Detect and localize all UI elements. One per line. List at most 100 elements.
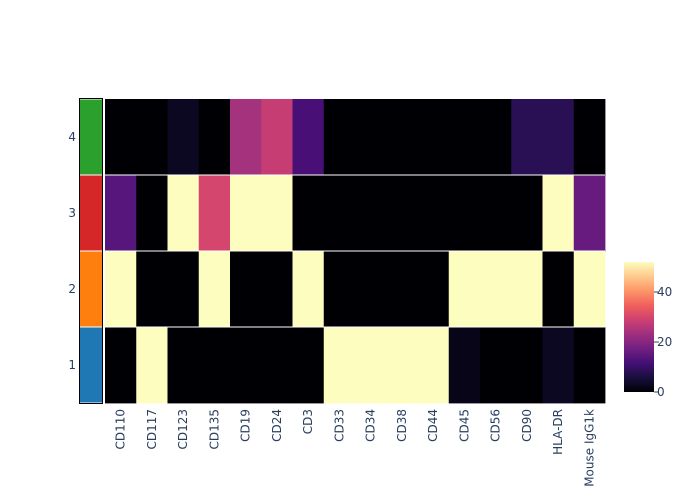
heatmap-cell (292, 327, 325, 404)
row-group-bar (79, 98, 103, 404)
heatmap-cell (355, 175, 387, 252)
heatmap-cell (511, 175, 543, 252)
x-tick-label: Mouse IgG1k (582, 409, 596, 487)
x-tick-label: CD44 (426, 409, 440, 442)
x-tick-label: CD123 (176, 409, 190, 450)
heatmap-cell (261, 99, 293, 176)
y-tick-label: 1 (68, 358, 76, 372)
y-tick-label: 2 (68, 282, 76, 296)
heatmap-cell (355, 251, 387, 328)
heatmap-cell (198, 99, 231, 176)
heatmap-cell (105, 99, 137, 176)
x-tick-label: CD135 (207, 409, 221, 450)
x-tick-label: CD3 (301, 409, 315, 434)
heatmap-cell (511, 99, 543, 176)
heatmap-cell (448, 99, 481, 176)
heatmap-cell (386, 175, 418, 252)
x-tick-label: CD110 (114, 409, 128, 450)
heatmap-cell (573, 175, 606, 252)
heatmap-cell (292, 251, 325, 328)
heatmap-cell (386, 99, 418, 176)
heatmap-cell (230, 327, 262, 404)
x-tick-label: CD117 (145, 409, 159, 450)
heatmap-cells (105, 99, 606, 404)
y-axis-ticks: 1 2 3 4 (68, 130, 76, 372)
heatmap-cell (323, 251, 356, 328)
heatmap-cell (261, 175, 293, 252)
x-tick-label: CD19 (239, 409, 253, 442)
colorbar-tick-label: 40 (657, 285, 672, 299)
heatmap-cell (261, 327, 293, 404)
heatmap-cell (573, 327, 606, 404)
heatmap-cell (542, 99, 575, 176)
x-tick-label: CD90 (520, 409, 534, 442)
x-axis-ticks: CD110 CD117 CD123 CD135 CD19 CD24 CD3 CD33 CD34 C… (114, 409, 597, 487)
heatmap-cell (448, 251, 481, 328)
colorbar-tick-label: 20 (657, 335, 672, 349)
heatmap-cell (542, 327, 575, 404)
heatmap-cell (292, 175, 325, 252)
heatmap-cell (480, 99, 512, 176)
row-group-swatch (80, 251, 102, 327)
heatmap-cell (136, 327, 168, 404)
x-tick-label: CD33 (332, 409, 346, 442)
heatmap-cell (542, 175, 575, 252)
heatmap-cell (386, 251, 418, 328)
x-tick-label: CD45 (457, 409, 471, 442)
x-tick-label: CD56 (489, 409, 503, 442)
heatmap-cell (136, 99, 168, 176)
heatmap-cell (230, 251, 262, 328)
colorbar: 0 20 40 (624, 262, 672, 399)
heatmap-cell (136, 251, 168, 328)
heatmap-cell (511, 251, 543, 328)
colorbar-tick-label: 0 (657, 385, 665, 399)
heatmap-cell (480, 251, 512, 328)
heatmap-cell (355, 327, 387, 404)
x-tick-label: HLA-DR (551, 409, 565, 455)
heatmap-cell (417, 251, 450, 328)
row-group-swatch (80, 99, 102, 175)
heatmap-cell (323, 175, 356, 252)
x-tick-label: CD38 (395, 409, 409, 442)
heatmap-cell (417, 327, 450, 404)
heatmap-cell (417, 175, 450, 252)
heatmap-cell (198, 327, 231, 404)
heatmap-cell (105, 251, 137, 328)
heatmap-cell (573, 99, 606, 176)
heatmap-cell (511, 327, 543, 404)
heatmap-cell (167, 327, 200, 404)
heatmap-cell (261, 251, 293, 328)
row-group-swatch (80, 327, 102, 403)
y-tick-label: 3 (68, 206, 76, 220)
heatmap-cell (105, 175, 137, 252)
heatmap-cell (105, 327, 137, 404)
x-tick-label: CD34 (364, 409, 378, 442)
heatmap-cell (323, 327, 356, 404)
heatmap-cell (480, 327, 512, 404)
heatmap-cell (480, 175, 512, 252)
heatmap-cell (230, 175, 262, 252)
heatmap-cell (136, 175, 168, 252)
heatmap-cell (448, 327, 481, 404)
colorbar-gradient (624, 262, 654, 392)
heatmap-cell (292, 99, 325, 176)
heatmap-cell (198, 175, 231, 252)
y-tick-label: 4 (68, 130, 76, 144)
heatmap-cell (417, 99, 450, 176)
heatmap-cell (230, 99, 262, 176)
heatmap-cell (386, 327, 418, 404)
x-tick-label: CD24 (270, 409, 284, 442)
row-group-frame (79, 98, 103, 404)
row-group-swatch (80, 175, 102, 251)
heatmap-cell (167, 175, 200, 252)
heatmap-cell (573, 251, 606, 328)
heatmap-cell (167, 251, 200, 328)
heatmap-cell (198, 251, 231, 328)
heatmap-cell (167, 99, 200, 176)
heatmap-cell (355, 99, 387, 176)
heatmap-cell (323, 99, 356, 176)
heatmap-cell (542, 251, 575, 328)
heatmap-cell (448, 175, 481, 252)
